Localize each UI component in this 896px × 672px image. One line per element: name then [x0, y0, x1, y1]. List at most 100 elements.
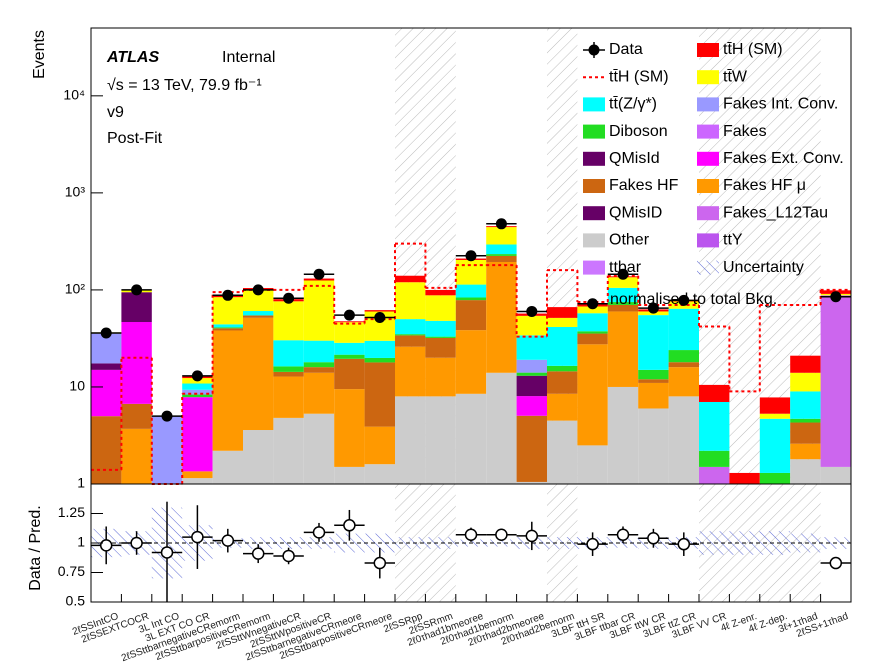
legend-label: Other	[609, 232, 650, 249]
stack-segment	[729, 472, 760, 484]
stack-segment	[364, 362, 395, 427]
legend-label: QMisID	[609, 204, 662, 221]
stack-segment	[577, 344, 608, 446]
stack-segment	[243, 311, 274, 316]
legend-marker	[583, 124, 605, 139]
stack-segment	[91, 369, 122, 417]
stack-segment	[638, 369, 669, 380]
legend-label: ttbar	[609, 259, 642, 276]
stack-segment	[91, 416, 122, 484]
ratio-point	[130, 536, 143, 550]
stack-segment	[516, 415, 547, 482]
legend-marker	[697, 233, 719, 248]
stack-segment	[668, 396, 699, 484]
legend-label: tt̄W	[723, 68, 748, 85]
uncertainty-band	[395, 537, 426, 549]
stack-segment	[455, 300, 487, 331]
blinded-layer	[395, 28, 821, 602]
blinded-region	[699, 28, 730, 602]
stack-segment	[607, 311, 639, 387]
stack-segment	[699, 466, 730, 484]
legend-marker	[697, 206, 719, 221]
legend-label: Fakes Ext. Conv.	[723, 150, 844, 167]
stack-segment	[790, 355, 821, 373]
stack-segment	[303, 372, 335, 414]
data-point	[283, 292, 295, 304]
legend-marker	[697, 97, 719, 112]
stack-segment	[182, 383, 213, 390]
legend-label: Fakes HF	[609, 177, 679, 194]
stack-segment	[121, 403, 152, 429]
stack-segment	[699, 450, 730, 467]
stack-segment	[668, 308, 699, 351]
stack-segment	[395, 335, 426, 347]
stack-segment	[577, 445, 608, 484]
stack-segment	[334, 466, 365, 484]
data-point	[830, 291, 842, 303]
stack-segment	[547, 317, 578, 327]
stack-segment	[607, 304, 639, 312]
stack-segment	[516, 396, 547, 416]
stack-segment	[577, 306, 608, 314]
data-point	[313, 268, 325, 280]
ratio-point	[343, 519, 356, 532]
stack-segment	[212, 324, 243, 328]
stack-segment	[790, 418, 821, 423]
data-point	[678, 294, 690, 306]
legend-label: Fakes HF μ	[723, 177, 806, 194]
stack-segment	[91, 333, 122, 364]
status-label: Internal	[222, 49, 275, 66]
stack-segment	[303, 340, 335, 363]
stack-segment	[273, 301, 304, 341]
stack-segment	[334, 342, 365, 355]
data-point	[495, 218, 507, 230]
stack-segment	[759, 418, 791, 473]
fit-label: Post-Fit	[107, 130, 163, 147]
stack-segment	[668, 362, 699, 368]
stack-segment	[364, 464, 395, 484]
stack-segment	[364, 340, 395, 358]
stack-segment	[364, 310, 395, 312]
uncertainty-band	[486, 539, 517, 547]
stack-segment	[395, 334, 426, 336]
stack-segment	[699, 401, 730, 451]
stack-segment	[151, 416, 183, 484]
stack-segment	[334, 389, 365, 467]
stack-segment	[182, 394, 213, 398]
stack-segment	[303, 367, 335, 373]
data-point	[587, 298, 599, 310]
legend-marker	[583, 260, 605, 275]
y-tick-label: 10⁴	[63, 87, 85, 103]
stack-segment	[486, 255, 517, 262]
legend-label: QMisId	[609, 150, 660, 167]
stack-segment	[395, 346, 426, 397]
legend-marker	[583, 151, 605, 166]
experiment-label: ATLAS	[106, 49, 159, 66]
stack-segment	[364, 357, 395, 363]
data-point	[252, 284, 264, 296]
data-point	[343, 309, 355, 321]
ratio-point	[647, 532, 660, 545]
stack-segment	[486, 254, 517, 256]
stack-segment	[334, 358, 365, 390]
ratio-point	[160, 546, 174, 559]
stack-segment	[182, 397, 213, 472]
stack-segment	[790, 422, 821, 444]
stack-segment	[547, 326, 578, 366]
uncertainty-band	[243, 537, 274, 549]
stack-segment	[455, 284, 487, 298]
uncertainty-band	[425, 537, 456, 549]
ratio-point	[464, 528, 478, 541]
legend-label: Fakes	[723, 123, 767, 140]
ratio-point	[251, 547, 265, 560]
stack-segment	[607, 386, 639, 484]
ratio-point	[282, 549, 295, 563]
stack-segment	[455, 297, 487, 301]
stack-segment	[243, 290, 274, 312]
stack-segment	[577, 333, 608, 345]
legend-label: Data	[609, 41, 643, 58]
y-tick-label: 10³	[65, 184, 86, 200]
stack-segment	[516, 372, 547, 376]
stack-segment	[121, 292, 152, 323]
